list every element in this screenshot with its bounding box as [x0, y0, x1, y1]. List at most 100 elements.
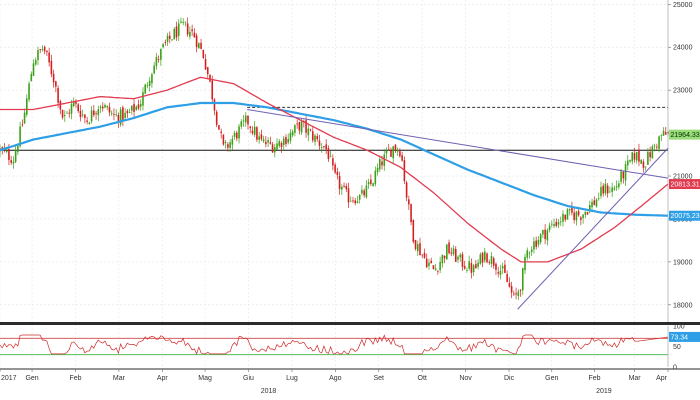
candle-body: [385, 150, 388, 154]
candle-body: [34, 60, 37, 65]
candle-body: [528, 252, 531, 254]
candle-body: [50, 60, 53, 75]
candle-body: [658, 136, 660, 149]
candle-body: [336, 171, 339, 176]
candle-body: [441, 254, 444, 264]
candle-body: [48, 52, 50, 63]
candle-body: [233, 132, 236, 137]
candle-body: [133, 103, 135, 112]
candle-body: [323, 146, 325, 148]
candle-body: [200, 42, 202, 49]
candle-body: [392, 146, 395, 159]
month-label: Dic: [504, 375, 515, 382]
candle-body: [88, 122, 91, 124]
month-label: Giu: [243, 375, 254, 382]
candle-body: [282, 138, 285, 145]
candle-body: [381, 161, 383, 166]
candle-body: [479, 254, 482, 264]
candle-body: [247, 115, 249, 125]
candle-body: [660, 134, 663, 136]
candle-body: [562, 213, 564, 222]
candle-body: [394, 144, 397, 150]
candle-body: [546, 230, 549, 241]
candle-body: [620, 171, 622, 182]
candle-body: [70, 104, 73, 114]
candle-body: [664, 132, 667, 135]
candle-body: [589, 205, 591, 212]
candle-body: [186, 23, 189, 35]
month-label: Mar: [629, 375, 642, 382]
candle-body: [618, 183, 620, 188]
ma-long-line: [0, 101, 669, 217]
candle-body: [269, 142, 272, 144]
candle-body: [144, 84, 147, 94]
candle-body: [604, 183, 607, 194]
candle-body: [372, 183, 374, 186]
candle-body: [298, 122, 301, 131]
candle-body: [378, 159, 381, 170]
candle-body: [1, 147, 4, 150]
candle-body: [524, 256, 526, 271]
candle-body: [271, 144, 274, 153]
candle-body: [530, 249, 533, 252]
candle-body: [222, 134, 225, 145]
month-label: Gen: [545, 375, 558, 382]
candle-body: [215, 111, 218, 125]
candle-body: [30, 73, 33, 82]
candle-body: [414, 239, 417, 249]
candle-body: [542, 229, 544, 235]
candle-body: [423, 252, 426, 258]
candle-body: [459, 254, 462, 258]
candle-body: [370, 179, 372, 184]
candle-body: [477, 262, 479, 267]
candle-body: [287, 139, 290, 143]
candle-body: [311, 131, 314, 141]
candle-body: [198, 43, 200, 49]
candle-body: [260, 134, 263, 140]
candle-body: [52, 73, 55, 83]
candle-body: [296, 123, 298, 125]
candle-body: [332, 158, 334, 166]
candle-body: [647, 151, 649, 165]
ma-long-tag: 20075.2324: [671, 213, 700, 220]
candle-body: [220, 131, 222, 134]
candle-body: [39, 49, 42, 50]
candle-body: [37, 50, 39, 61]
candle-body: [334, 164, 336, 173]
candle-body: [450, 252, 453, 254]
candle-body: [316, 135, 319, 140]
candle-body: [582, 214, 584, 219]
candle-body: [104, 104, 106, 108]
candle-body: [490, 256, 493, 264]
candle-body: [224, 142, 227, 143]
month-label: Ago: [329, 375, 342, 382]
month-label: Ott: [418, 375, 427, 382]
candle-body: [492, 258, 495, 266]
rsi-axis: 0 50 100: [667, 324, 685, 372]
candle-body: [289, 132, 292, 141]
candle-body: [14, 151, 17, 163]
candle-body: [497, 272, 500, 274]
candle-body: [345, 186, 348, 190]
candle-body: [526, 250, 529, 258]
rsi-tick-label: 100: [673, 324, 685, 331]
candle-body: [300, 121, 303, 133]
rsi-value-tag-bg: [669, 331, 700, 342]
candle-body: [454, 248, 457, 262]
candle-body: [265, 141, 267, 145]
candle-body: [446, 244, 448, 260]
candle-body: [434, 268, 437, 271]
candle-body: [428, 262, 430, 266]
candle-body: [615, 186, 618, 188]
candle-body: [218, 125, 220, 130]
candle-body: [242, 120, 245, 122]
candle-body: [90, 110, 93, 122]
candle-body: [463, 266, 466, 269]
candle-body: [148, 80, 151, 86]
candle-body: [475, 264, 477, 269]
candle-body: [484, 251, 486, 261]
candle-body: [642, 161, 645, 168]
candle-body: [347, 188, 350, 203]
candle-body: [504, 264, 506, 273]
candle-body: [294, 125, 296, 133]
